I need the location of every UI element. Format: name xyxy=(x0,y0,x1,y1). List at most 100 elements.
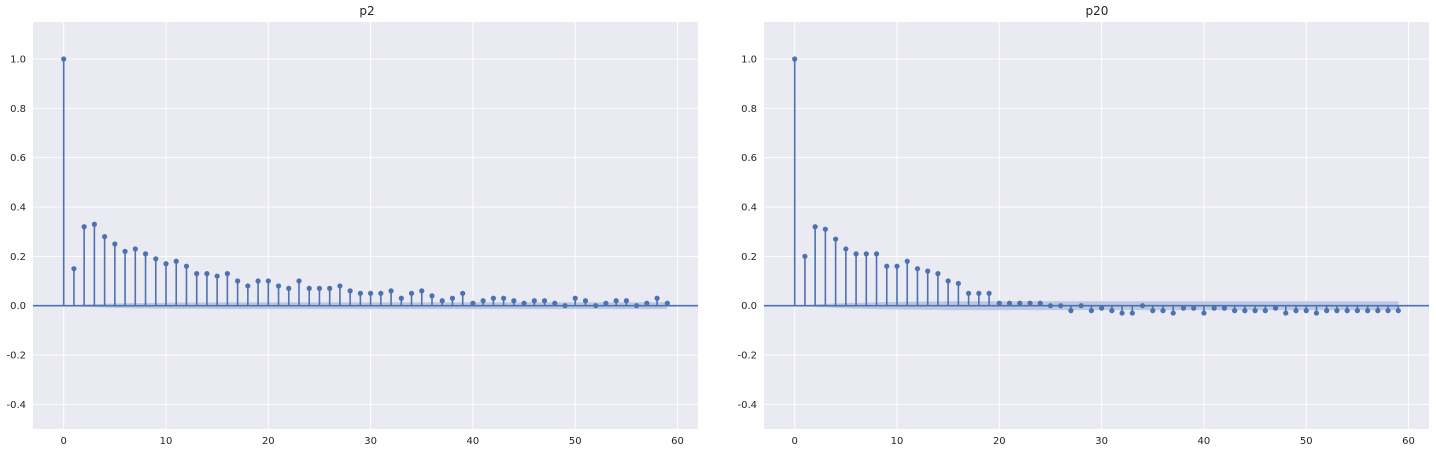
acf-point xyxy=(833,236,839,242)
acf-point xyxy=(204,271,210,277)
x-tick-label: 50 xyxy=(1300,436,1313,447)
x-tick-label: 40 xyxy=(467,436,480,447)
acf-point xyxy=(1017,300,1023,306)
y-tick-label: 1.0 xyxy=(10,55,26,66)
y-tick-label: 0.4 xyxy=(741,203,757,214)
acf-point xyxy=(1088,308,1094,314)
acf-point xyxy=(1170,310,1176,316)
x-tick-label: 0 xyxy=(61,436,67,447)
acf-point xyxy=(792,56,798,62)
x-tick-label: 0 xyxy=(792,436,798,447)
acf-point xyxy=(1211,305,1217,311)
y-tick-label: 0.6 xyxy=(10,153,26,164)
acf-point xyxy=(511,298,517,304)
acf-point xyxy=(644,300,650,306)
acf-point xyxy=(894,263,900,269)
acf-point xyxy=(1221,305,1227,311)
acf-point xyxy=(1385,308,1391,314)
acf-point xyxy=(1119,310,1125,316)
acf-point xyxy=(1109,308,1115,314)
acf-point xyxy=(214,273,220,279)
acf-point xyxy=(1334,308,1340,314)
acf-point xyxy=(501,295,507,301)
acf-point xyxy=(224,271,230,277)
acf-point xyxy=(286,285,292,291)
y-tick-label: -0.4 xyxy=(6,400,26,411)
acf-point xyxy=(884,263,890,269)
acf-point xyxy=(853,251,859,257)
acf-point xyxy=(1365,308,1371,314)
chart-title: p20 xyxy=(1086,4,1109,18)
acf-point xyxy=(419,288,425,294)
x-tick-label: 10 xyxy=(160,436,173,447)
acf-point xyxy=(490,295,496,301)
acf-point xyxy=(1129,310,1135,316)
acf-point xyxy=(235,278,241,284)
acf-point xyxy=(255,278,261,284)
x-tick-label: 50 xyxy=(569,436,582,447)
acf-point xyxy=(986,290,992,296)
acf-point xyxy=(552,300,558,306)
acf-point xyxy=(1324,308,1330,314)
acf-point xyxy=(122,248,128,254)
acf-point xyxy=(904,258,910,264)
y-tick-label: 0.8 xyxy=(10,104,26,115)
acf-point xyxy=(1354,308,1360,314)
acf-point xyxy=(1344,308,1350,314)
acf-point xyxy=(863,251,869,257)
acf-point xyxy=(1313,310,1320,316)
acf-point xyxy=(996,300,1002,306)
x-tick-label: 60 xyxy=(671,436,684,447)
y-tick-label: -0.2 xyxy=(737,351,757,362)
acf-point xyxy=(623,298,629,304)
acf-point xyxy=(1058,303,1064,309)
plot-area xyxy=(33,22,698,429)
acf-point xyxy=(1232,308,1238,314)
acf-chart-p2: 0 10 20 30 40 50 60-0.4-0.20.00.20.40.60.81.0 … xyxy=(6,4,698,447)
acf-point xyxy=(664,300,670,306)
acf-point xyxy=(439,298,445,304)
acf-point xyxy=(368,290,374,296)
acf-point xyxy=(183,263,190,269)
y-tick-label: 0.8 xyxy=(741,104,757,115)
acf-point xyxy=(1180,305,1187,311)
y-tick-label: 0.0 xyxy=(741,301,757,312)
acf-point xyxy=(388,288,394,294)
acf-point xyxy=(91,221,97,227)
acf-point xyxy=(245,283,251,289)
acf-point xyxy=(572,295,578,301)
acf-point xyxy=(593,303,599,309)
acf-point xyxy=(1027,300,1033,306)
y-tick-label: 0.2 xyxy=(10,252,26,263)
acf-point xyxy=(976,290,982,296)
acf-point xyxy=(873,251,880,257)
acf-point xyxy=(1160,308,1166,314)
acf-point xyxy=(603,300,609,306)
acf-point xyxy=(1262,308,1268,314)
acf-point xyxy=(1395,308,1401,314)
y-tick-label: 0.4 xyxy=(10,203,26,214)
acf-point xyxy=(102,234,108,240)
x-tick-label: 20 xyxy=(993,436,1006,447)
y-tick-label: 0.2 xyxy=(741,252,757,263)
acf-point xyxy=(613,298,619,304)
acf-point xyxy=(1283,310,1289,316)
acf-point xyxy=(112,241,118,247)
acf-point xyxy=(1006,300,1013,306)
acf-point xyxy=(1201,310,1207,316)
acf-point xyxy=(163,261,169,267)
acf-point xyxy=(914,266,921,272)
acf-point xyxy=(71,266,77,272)
plot-area xyxy=(764,22,1429,429)
x-tick-label: 20 xyxy=(262,436,275,447)
acf-point xyxy=(153,256,159,262)
chart-title: p2 xyxy=(359,4,374,18)
x-tick-label: 40 xyxy=(1198,436,1211,447)
acf-point xyxy=(1252,308,1258,314)
acf-point xyxy=(1078,303,1084,309)
acf-point xyxy=(1139,303,1146,309)
acf-point xyxy=(1191,305,1197,311)
acf-point xyxy=(1303,308,1309,314)
acf-point xyxy=(460,290,466,296)
